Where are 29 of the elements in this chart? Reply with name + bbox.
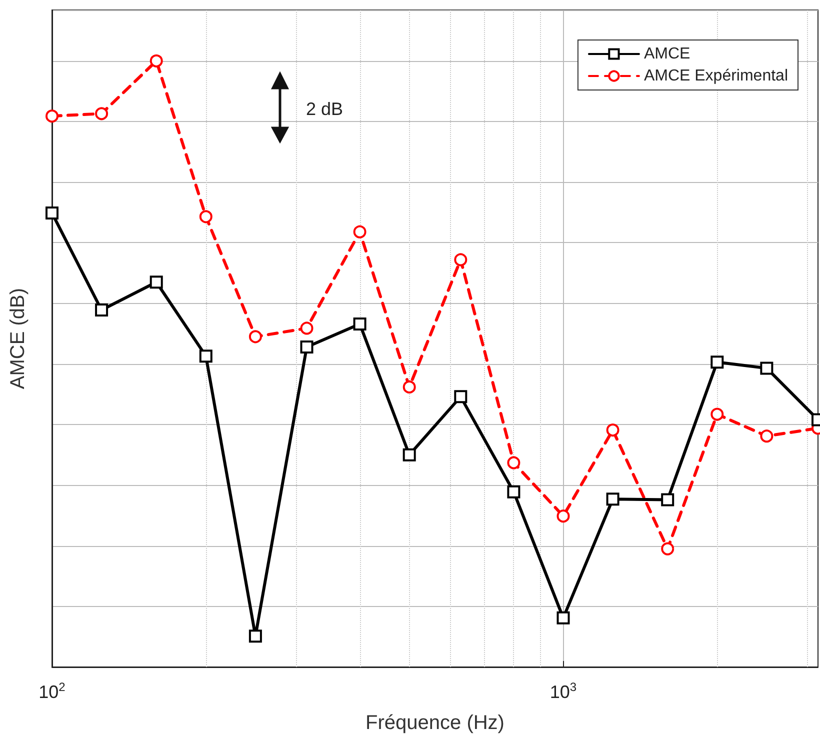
point [454,253,468,266]
point [46,110,58,123]
point [248,330,262,344]
point [606,424,620,437]
legend-label: AMCE Expérimental [644,68,788,84]
point [454,390,468,404]
point [760,430,774,443]
point [606,492,620,506]
point [710,356,724,369]
point [710,408,724,421]
point [760,362,774,375]
point [353,225,366,238]
point [353,317,366,330]
point [402,380,416,394]
x-axis-title: Fréquence (Hz) [366,712,504,734]
point [199,350,212,363]
y-axis-title: AMCE (dB) [7,288,29,390]
point [46,206,58,220]
point [248,630,262,643]
point [402,448,416,462]
point [199,210,212,224]
point [95,107,108,120]
legend-label: AMCE [644,46,690,62]
point [95,304,108,317]
annotation: 2 dB [306,99,344,119]
point [300,322,314,335]
point [556,510,570,523]
point [300,340,314,354]
point [556,611,570,624]
